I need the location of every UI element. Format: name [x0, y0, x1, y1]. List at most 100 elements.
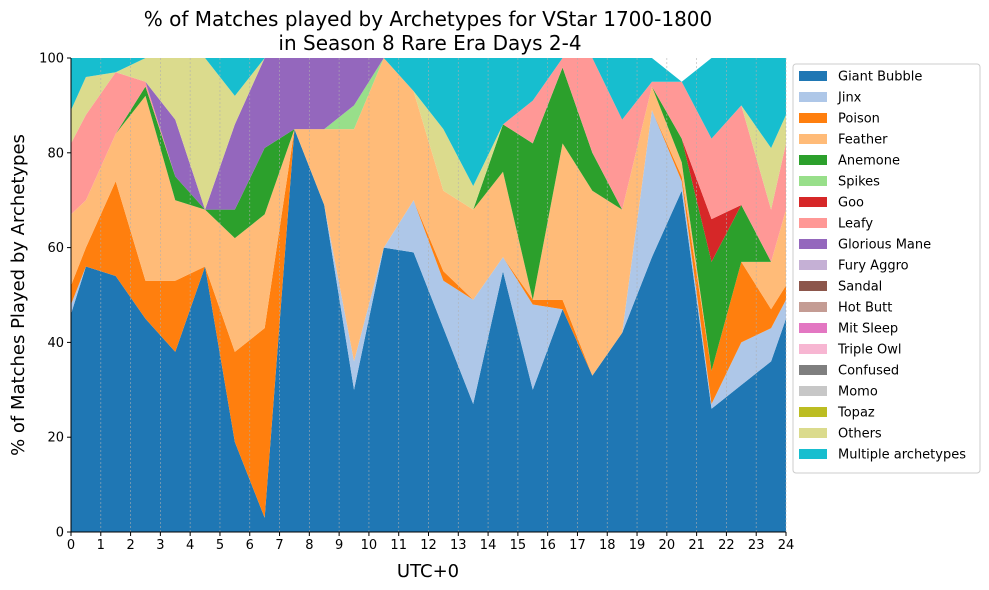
area-series-goo	[71, 58, 786, 262]
legend-item-mit-sleep: Mit Sleep	[799, 322, 898, 337]
x-tick-label: 12	[420, 538, 437, 553]
legend-swatch	[799, 428, 827, 438]
area-series-anemone	[71, 58, 786, 371]
legend-label: Poison	[838, 112, 880, 127]
legend-label: Hot Butt	[838, 301, 892, 316]
x-tick-label: 16	[539, 538, 556, 553]
legend-item-anemone: Anemone	[799, 154, 900, 169]
x-tick-label: 1	[97, 538, 105, 553]
x-tick-label: 9	[335, 538, 343, 553]
x-tick-label: 4	[186, 538, 194, 553]
legend-label: Goo	[838, 196, 864, 211]
legend-item-spikes: Spikes	[799, 175, 880, 190]
legend-item-triple-owl: Triple Owl	[799, 343, 901, 358]
legend-swatch	[799, 260, 827, 270]
legend-item-fury-aggro: Fury Aggro	[799, 259, 909, 274]
x-tick-label: 14	[480, 538, 497, 553]
x-tick-label: 10	[361, 538, 378, 553]
ticks: 0 1 2 3 4 5 6 7 8 9 10 11 12 13 14 15 16 17 18 19 20 21 22 23 24…	[39, 52, 794, 554]
x-tick-label: 20	[659, 538, 676, 553]
x-tick-label: 23	[748, 538, 765, 553]
legend-item-confused: Confused	[799, 364, 899, 379]
legend-swatch	[799, 155, 827, 165]
x-tick-label: 24	[778, 538, 795, 553]
chart-title-line2: in Season 8 Rare Era Days 2-4	[278, 31, 581, 55]
y-tick-label: 60	[47, 241, 64, 256]
legend-item-leafy: Leafy	[799, 217, 873, 232]
legend-swatch	[799, 344, 827, 354]
x-tick-label: 22	[718, 538, 735, 553]
x-tick-label: 2	[126, 538, 134, 553]
y-axis-label: % of Matches Played by Archetypes	[8, 134, 29, 456]
x-tick-label: 21	[688, 538, 705, 553]
y-tick-label: 80	[47, 146, 64, 161]
legend-label: Anemone	[838, 154, 900, 169]
legend-label: Multiple archetypes	[838, 448, 966, 463]
legend-item-glorious-mane: Glorious Mane	[799, 238, 931, 253]
legend-swatch	[799, 281, 827, 291]
legend-item-giant-bubble: Giant Bubble	[799, 70, 922, 85]
legend-label: Jinx	[837, 91, 862, 106]
legend-item-goo: Goo	[799, 196, 864, 211]
chart-title: % of Matches played by Archetypes for VS…	[144, 7, 713, 55]
x-tick-label: 3	[156, 538, 164, 553]
legend-swatch	[799, 218, 827, 228]
legend-label: Giant Bubble	[838, 70, 922, 85]
x-tick-label: 17	[569, 538, 586, 553]
x-tick-label: 13	[450, 538, 467, 553]
legend-label: Glorious Mane	[838, 238, 931, 253]
legend-item-multiple-archetypes: Multiple archetypes	[799, 448, 966, 463]
legend-swatch	[799, 302, 827, 312]
legend-item-feather: Feather	[799, 133, 888, 148]
legend-label: Feather	[838, 133, 888, 148]
x-tick-label: 8	[305, 538, 313, 553]
legend-swatch	[799, 407, 827, 417]
area-series-others	[71, 58, 786, 210]
legend-label: Triple Owl	[837, 343, 901, 358]
legend-item-others: Others	[799, 427, 882, 442]
legend-label: Confused	[838, 364, 899, 379]
y-tick-label: 40	[47, 336, 64, 351]
legend-label: Fury Aggro	[838, 259, 909, 274]
legend-label: Sandal	[838, 280, 882, 295]
legend-swatch	[799, 386, 827, 396]
legend-label: Topaz	[837, 406, 875, 421]
legend-label: Mit Sleep	[838, 322, 898, 337]
legend-swatch	[799, 449, 827, 459]
legend-label: Others	[838, 427, 882, 442]
legend-item-momo: Momo	[799, 385, 878, 400]
legend-item-topaz: Topaz	[799, 406, 875, 421]
x-tick-label: 0	[67, 538, 75, 553]
x-tick-label: 19	[629, 538, 646, 553]
y-tick-label: 100	[39, 52, 64, 67]
legend-item-sandal: Sandal	[799, 280, 882, 295]
legend-item-poison: Poison	[799, 112, 880, 127]
area-series-leafy	[71, 58, 786, 262]
legend-swatch	[799, 92, 827, 102]
x-tick-label: 18	[599, 538, 616, 553]
legend-box	[792, 63, 981, 474]
legend-swatch	[799, 113, 827, 123]
area-series-feather	[71, 58, 786, 376]
legend-item-hot-butt: Hot Butt	[799, 301, 892, 316]
x-tick-label: 5	[216, 538, 224, 553]
x-tick-label: 15	[510, 538, 527, 553]
chart-title-line1: % of Matches played by Archetypes for VS…	[144, 7, 713, 31]
legend-label: Momo	[838, 385, 878, 400]
x-tick-label: 7	[275, 538, 283, 553]
legend-swatch	[799, 197, 827, 207]
legend-swatch	[799, 323, 827, 333]
legend-swatch	[799, 71, 827, 81]
x-tick-label: 6	[246, 538, 254, 553]
legend-swatch	[799, 239, 827, 249]
legend-item-jinx: Jinx	[799, 91, 862, 106]
legend-label: Spikes	[838, 175, 880, 190]
legend-swatch	[799, 176, 827, 186]
y-tick-label: 0	[56, 526, 64, 541]
x-axis-label: UTC+0	[397, 561, 459, 582]
legend: Giant Bubble Jinx Poison Feather Anemone Spik…	[792, 63, 981, 474]
y-tick-label: 20	[47, 431, 64, 446]
legend-label: Leafy	[838, 217, 873, 232]
legend-swatch	[799, 365, 827, 375]
